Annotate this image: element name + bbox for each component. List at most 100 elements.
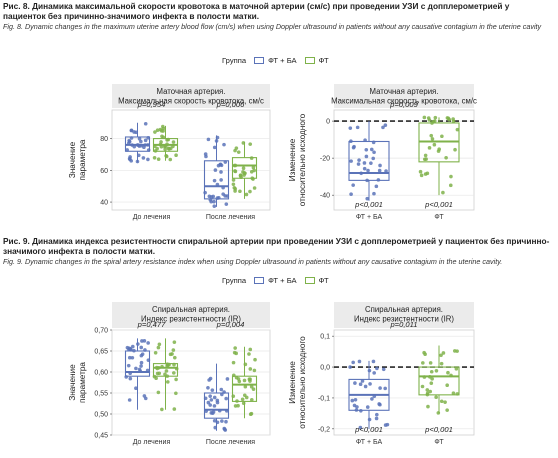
data-point bbox=[357, 158, 361, 162]
data-point bbox=[369, 161, 373, 165]
data-point bbox=[429, 133, 434, 138]
data-point bbox=[250, 176, 255, 180]
data-point bbox=[129, 159, 134, 163]
data-point bbox=[348, 365, 352, 369]
data-point bbox=[164, 153, 168, 158]
data-point bbox=[231, 360, 236, 365]
x-tick-label: ФТ bbox=[434, 214, 444, 221]
data-point bbox=[224, 202, 229, 206]
data-point bbox=[242, 171, 247, 175]
data-point bbox=[155, 128, 160, 133]
data-point bbox=[448, 183, 453, 188]
data-point bbox=[222, 142, 226, 147]
data-point bbox=[364, 147, 369, 152]
data-point bbox=[172, 407, 177, 411]
data-point bbox=[174, 153, 178, 157]
data-point bbox=[422, 115, 427, 120]
data-point bbox=[375, 412, 379, 417]
data-point bbox=[358, 382, 363, 387]
data-point bbox=[146, 358, 151, 362]
box-ft bbox=[231, 157, 258, 179]
data-point bbox=[134, 386, 138, 391]
data-point bbox=[172, 340, 177, 344]
legend-label-ft: ФТ bbox=[318, 276, 329, 285]
y-tick-label: 0,50 bbox=[94, 412, 108, 419]
data-point bbox=[172, 362, 176, 367]
data-point bbox=[171, 371, 176, 375]
data-point bbox=[247, 377, 252, 382]
data-point bbox=[209, 199, 214, 204]
data-point bbox=[381, 367, 386, 372]
data-point bbox=[420, 384, 425, 389]
data-point bbox=[155, 371, 160, 376]
data-point bbox=[224, 419, 228, 424]
data-point bbox=[168, 352, 173, 357]
figure9-legend: Группа ФТ + БА ФТ bbox=[222, 276, 329, 285]
data-point bbox=[238, 173, 243, 178]
data-point bbox=[364, 154, 369, 159]
data-point bbox=[428, 361, 433, 365]
legend-key-ft bbox=[304, 277, 315, 284]
data-point bbox=[248, 412, 253, 417]
data-point bbox=[209, 398, 214, 402]
data-point bbox=[233, 404, 238, 408]
data-point bbox=[206, 137, 211, 142]
data-point bbox=[213, 425, 218, 430]
data-point bbox=[365, 196, 370, 201]
y-tick-label: 0,70 bbox=[94, 328, 108, 335]
data-point bbox=[449, 373, 453, 378]
data-point bbox=[421, 361, 425, 365]
data-point bbox=[143, 348, 147, 352]
figure8-legend: Группа ФТ + БА ФТ bbox=[222, 56, 329, 65]
data-point bbox=[128, 371, 132, 376]
data-point bbox=[136, 153, 141, 158]
x-tick-label: ФТ bbox=[434, 439, 444, 446]
y-tick-label: 80 bbox=[100, 136, 108, 143]
p-value: p=0,009 bbox=[389, 100, 418, 109]
box-ft bbox=[231, 375, 258, 402]
data-point bbox=[223, 160, 228, 164]
data-point bbox=[155, 146, 159, 151]
x-tick-label: После лечения bbox=[206, 214, 255, 221]
data-point bbox=[139, 345, 144, 350]
data-point bbox=[225, 377, 230, 381]
panel-strip bbox=[334, 302, 474, 328]
data-point bbox=[146, 341, 150, 345]
data-point bbox=[377, 168, 382, 173]
data-point bbox=[139, 139, 143, 144]
p-value: p=0,004 bbox=[216, 320, 245, 329]
data-point bbox=[210, 411, 215, 416]
data-point bbox=[212, 178, 217, 183]
data-point bbox=[383, 386, 387, 391]
data-point bbox=[249, 156, 254, 160]
data-point bbox=[143, 143, 148, 147]
data-point bbox=[243, 362, 248, 367]
data-point bbox=[215, 420, 220, 425]
y-axis-label: Значение bbox=[68, 141, 77, 178]
data-point bbox=[351, 145, 356, 150]
p-value: p<0,001 bbox=[424, 425, 453, 434]
y-tick-label: -0,2 bbox=[318, 426, 330, 433]
data-point bbox=[166, 137, 171, 142]
data-point bbox=[139, 360, 144, 365]
panel-title: Максимальная скорость кровотока, см/с bbox=[118, 97, 264, 106]
y-axis-label: относительно исходного bbox=[298, 113, 307, 206]
data-point bbox=[349, 159, 353, 163]
data-point bbox=[430, 377, 434, 381]
data-point bbox=[130, 344, 135, 349]
data-point bbox=[168, 157, 173, 162]
data-point bbox=[210, 388, 215, 392]
data-point bbox=[384, 169, 388, 173]
data-point bbox=[242, 378, 247, 383]
data-point bbox=[206, 385, 210, 390]
data-point bbox=[173, 355, 177, 360]
data-point bbox=[444, 155, 448, 160]
data-point bbox=[143, 396, 148, 401]
box-ftba bbox=[203, 392, 230, 419]
legend-label-ftba: ФТ + БА bbox=[268, 276, 297, 285]
y-axis-label: относительно исходного bbox=[298, 336, 307, 429]
data-point bbox=[349, 139, 353, 143]
data-point bbox=[146, 157, 150, 162]
data-point bbox=[429, 369, 434, 374]
